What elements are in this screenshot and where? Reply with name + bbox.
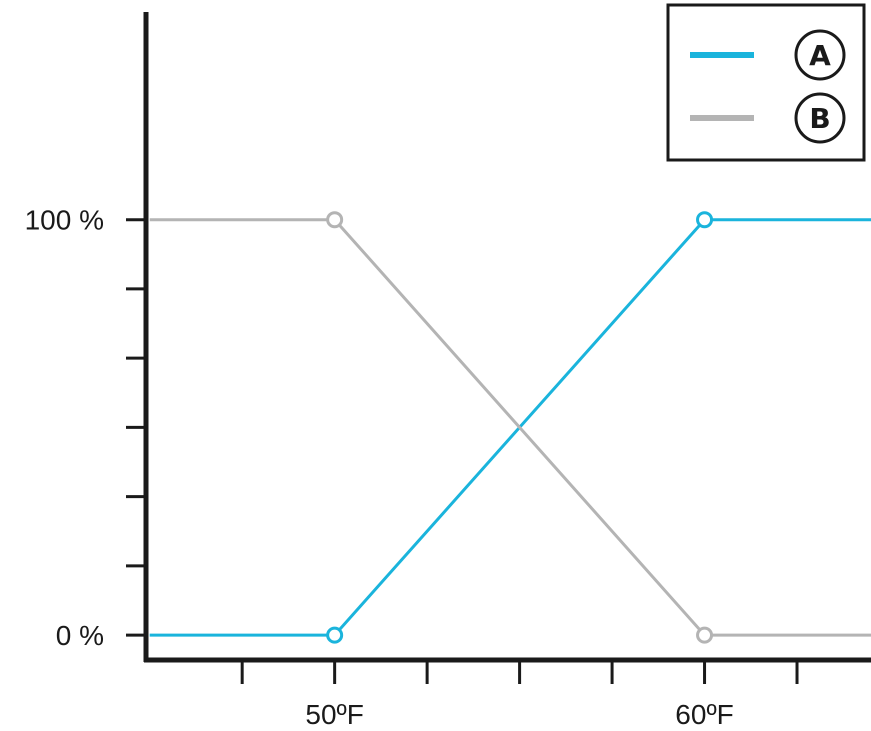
legend: AB <box>666 3 866 162</box>
x-tick-label-0: 50ºF <box>305 699 363 730</box>
legend-badge-a <box>794 29 846 81</box>
y-tick-label-1: 100 % <box>25 205 104 236</box>
axes <box>143 12 871 663</box>
legend-label-a: A <box>809 39 831 72</box>
series-a-marker-0 <box>326 626 344 644</box>
y-ticks: 0 % 100 % <box>25 205 146 651</box>
y-tick-label-0: 0 % <box>56 620 104 651</box>
series-a-marker-1 <box>696 211 714 229</box>
series-lines <box>149 211 871 644</box>
legend-badge-b <box>794 92 846 144</box>
x-ticks: 50ºF 60ºF <box>240 660 799 730</box>
series-b-marker-0 <box>326 211 344 229</box>
x-tick-label-1: 60ºF <box>675 699 733 730</box>
series-b-marker-1 <box>696 626 714 644</box>
series-line-a <box>149 218 871 637</box>
series-line-b <box>149 218 871 637</box>
legend-label-b: B <box>809 102 830 135</box>
